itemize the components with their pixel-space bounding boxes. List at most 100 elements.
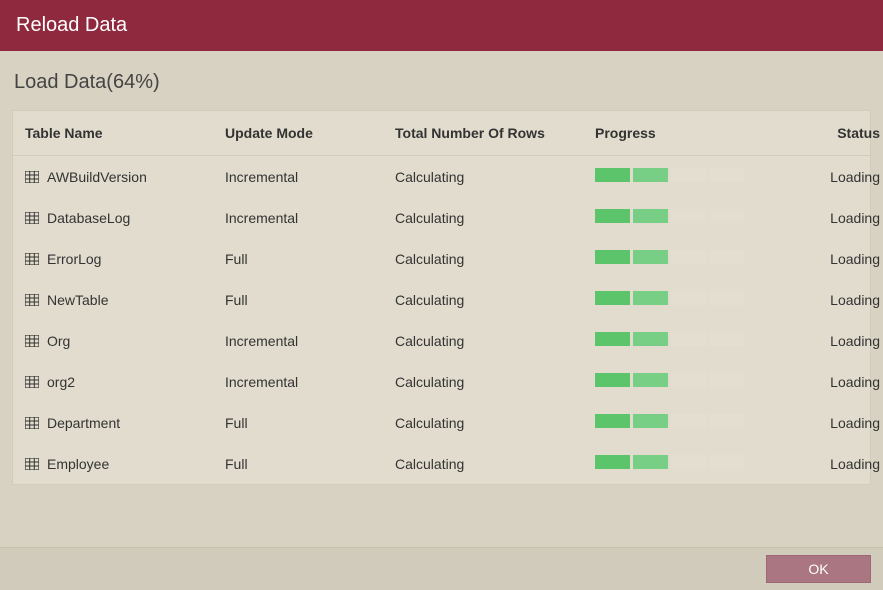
progress-segment bbox=[671, 291, 706, 305]
table-icon bbox=[25, 294, 39, 306]
table-name-text: DatabaseLog bbox=[47, 210, 130, 226]
progress-segment bbox=[633, 209, 668, 223]
table-name-text: org2 bbox=[47, 374, 75, 390]
progress-bar bbox=[595, 168, 744, 182]
cell-status: Loading bbox=[810, 251, 880, 267]
cell-update-mode: Full bbox=[225, 292, 395, 308]
table-icon bbox=[25, 171, 39, 183]
table-icon bbox=[25, 253, 39, 265]
table-row: org2IncrementalCalculatingLoading bbox=[13, 361, 870, 402]
cell-table-name: DatabaseLog bbox=[25, 210, 225, 226]
dialog-footer: OK bbox=[0, 547, 883, 590]
table-icon bbox=[25, 212, 39, 224]
progress-segment bbox=[671, 414, 706, 428]
cell-total-rows: Calculating bbox=[395, 251, 595, 267]
cell-table-name: Employee bbox=[25, 456, 225, 472]
cell-table-name: AWBuildVersion bbox=[25, 169, 225, 185]
table-body: AWBuildVersionIncrementalCalculatingLoad… bbox=[13, 156, 870, 484]
progress-segment bbox=[633, 291, 668, 305]
col-table-name: Table Name bbox=[25, 125, 225, 141]
progress-bar bbox=[595, 455, 744, 469]
progress-segment bbox=[633, 373, 668, 387]
progress-segment bbox=[709, 455, 744, 469]
progress-segment bbox=[709, 291, 744, 305]
progress-segment bbox=[595, 250, 630, 264]
progress-segment bbox=[595, 209, 630, 223]
cell-status: Loading bbox=[810, 456, 880, 472]
cell-total-rows: Calculating bbox=[395, 169, 595, 185]
cell-table-name: Department bbox=[25, 415, 225, 431]
progress-bar bbox=[595, 250, 744, 264]
cell-total-rows: Calculating bbox=[395, 374, 595, 390]
col-update-mode: Update Mode bbox=[225, 125, 395, 141]
table-name-text: Employee bbox=[47, 456, 109, 472]
table-icon bbox=[25, 458, 39, 470]
table-row: ErrorLogFullCalculatingLoading bbox=[13, 238, 870, 279]
progress-segment bbox=[595, 455, 630, 469]
table-icon bbox=[25, 335, 39, 347]
cell-status: Loading bbox=[810, 333, 880, 349]
cell-progress bbox=[595, 209, 810, 226]
progress-bar bbox=[595, 414, 744, 428]
col-progress: Progress bbox=[595, 125, 810, 141]
cell-update-mode: Full bbox=[225, 456, 395, 472]
dialog-title: Reload Data bbox=[16, 14, 127, 36]
ok-button[interactable]: OK bbox=[766, 555, 871, 583]
progress-segment bbox=[709, 414, 744, 428]
cell-progress bbox=[595, 373, 810, 390]
cell-total-rows: Calculating bbox=[395, 333, 595, 349]
progress-segment bbox=[709, 332, 744, 346]
table-row: EmployeeFullCalculatingLoading bbox=[13, 443, 870, 484]
load-progress-text: Load Data(64%) bbox=[14, 71, 160, 93]
progress-segment bbox=[633, 414, 668, 428]
cell-total-rows: Calculating bbox=[395, 456, 595, 472]
progress-segment bbox=[709, 373, 744, 387]
cell-table-name: ErrorLog bbox=[25, 251, 225, 267]
table-row: NewTableFullCalculatingLoading bbox=[13, 279, 870, 320]
cell-progress bbox=[595, 291, 810, 308]
cell-progress bbox=[595, 250, 810, 267]
cell-status: Loading bbox=[810, 169, 880, 185]
progress-segment bbox=[709, 250, 744, 264]
progress-segment bbox=[633, 250, 668, 264]
progress-segment bbox=[595, 291, 630, 305]
progress-segment bbox=[671, 168, 706, 182]
progress-bar bbox=[595, 291, 744, 305]
progress-segment bbox=[633, 455, 668, 469]
cell-progress bbox=[595, 455, 810, 472]
progress-segment bbox=[595, 168, 630, 182]
table-row: DepartmentFullCalculatingLoading bbox=[13, 402, 870, 443]
cell-status: Loading bbox=[810, 210, 880, 226]
table-icon bbox=[25, 417, 39, 429]
cell-update-mode: Incremental bbox=[225, 210, 395, 226]
cell-update-mode: Incremental bbox=[225, 169, 395, 185]
dialog-header: Reload Data bbox=[0, 0, 883, 51]
load-progress-title: Load Data(64%) bbox=[0, 51, 883, 110]
table-name-text: Department bbox=[47, 415, 120, 431]
cell-status: Loading bbox=[810, 415, 880, 431]
table-name-text: AWBuildVersion bbox=[47, 169, 147, 185]
progress-segment bbox=[633, 332, 668, 346]
table-header-row: Table Name Update Mode Total Number Of R… bbox=[13, 111, 870, 156]
progress-bar bbox=[595, 332, 744, 346]
progress-segment bbox=[595, 414, 630, 428]
ok-button-label: OK bbox=[808, 561, 828, 577]
progress-segment bbox=[671, 250, 706, 264]
progress-segment bbox=[709, 168, 744, 182]
progress-bar bbox=[595, 209, 744, 223]
progress-segment bbox=[671, 455, 706, 469]
cell-total-rows: Calculating bbox=[395, 210, 595, 226]
cell-table-name: Org bbox=[25, 333, 225, 349]
cell-update-mode: Incremental bbox=[225, 333, 395, 349]
table-name-text: Org bbox=[47, 333, 70, 349]
cell-total-rows: Calculating bbox=[395, 292, 595, 308]
cell-update-mode: Full bbox=[225, 251, 395, 267]
progress-segment bbox=[633, 168, 668, 182]
progress-segment bbox=[595, 332, 630, 346]
table-icon bbox=[25, 376, 39, 388]
cell-progress bbox=[595, 414, 810, 431]
cell-table-name: NewTable bbox=[25, 292, 225, 308]
progress-segment bbox=[671, 209, 706, 223]
cell-total-rows: Calculating bbox=[395, 415, 595, 431]
col-status: Status bbox=[810, 125, 880, 141]
